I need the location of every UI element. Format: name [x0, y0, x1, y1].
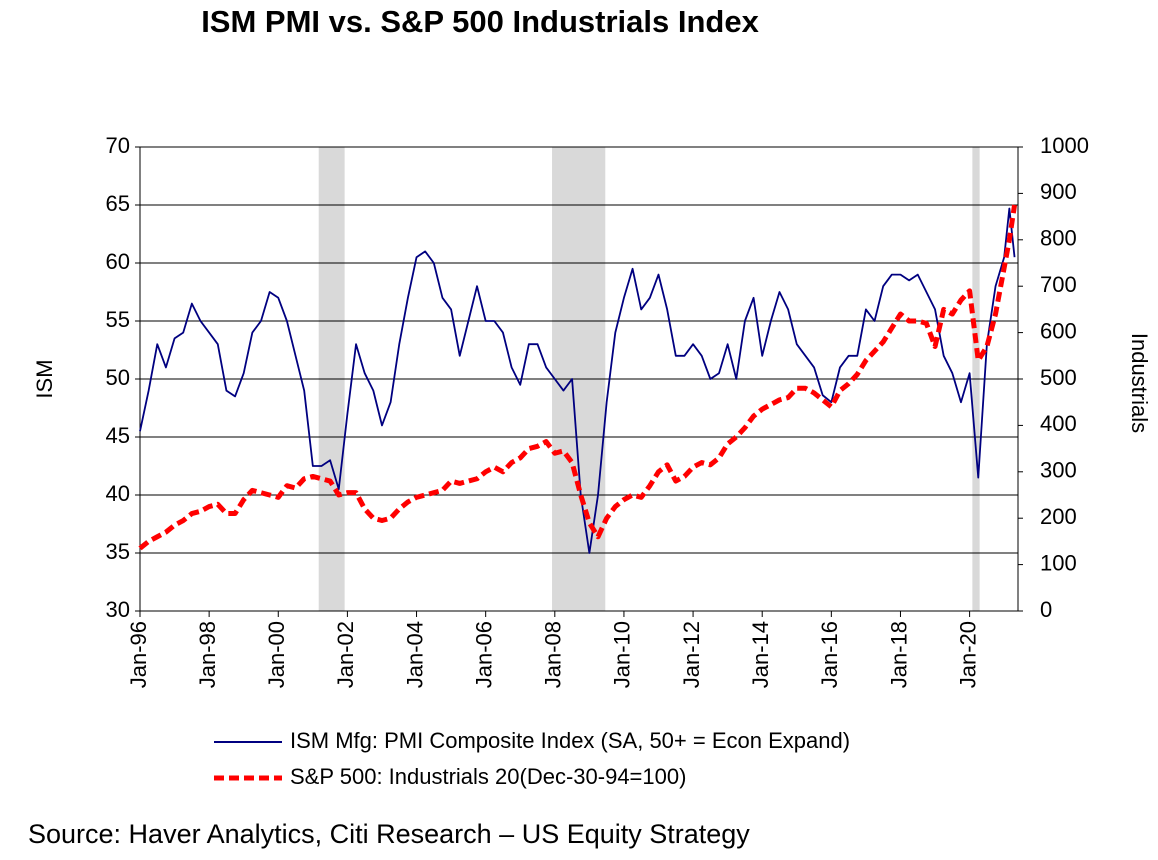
y-tick-label: 65 — [106, 191, 130, 216]
y-tick-label: 40 — [106, 481, 130, 506]
x-tick-label: Jan-02 — [333, 621, 358, 688]
x-tick-label: Jan-18 — [886, 621, 911, 688]
x-tick-label: Jan-16 — [817, 621, 842, 688]
x-tick-label: Jan-08 — [541, 621, 566, 688]
x-tick-label: Jan-98 — [195, 621, 220, 688]
legend-label: ISM Mfg: PMI Composite Index (SA, 50+ = … — [290, 728, 850, 753]
x-tick-label: Jan-96 — [126, 621, 151, 688]
x-tick-label: Jan-04 — [402, 621, 427, 688]
y2-tick-label: 700 — [1040, 272, 1077, 297]
series-line — [138, 204, 1018, 551]
x-tick-label: Jan-14 — [748, 621, 773, 688]
y2-tick-label: 900 — [1040, 179, 1077, 204]
y2-tick-label: 500 — [1040, 365, 1077, 390]
y-tick-label: 55 — [106, 307, 130, 332]
y2-axis-label: Industrials — [1127, 333, 1152, 433]
x-tick-label: Jan-20 — [955, 621, 980, 688]
y2-tick-label: 600 — [1040, 318, 1077, 343]
y2-tick-label: 800 — [1040, 226, 1077, 251]
y2-tick-label: 200 — [1040, 504, 1077, 529]
x-tick-label: Jan-10 — [610, 621, 635, 688]
y-tick-label: 30 — [106, 597, 130, 622]
y-axis-label: ISM — [32, 359, 57, 398]
y2-tick-label: 300 — [1040, 458, 1077, 483]
source-note: Source: Haver Analytics, Citi Research –… — [28, 819, 750, 849]
y-tick-label: 45 — [106, 423, 130, 448]
y-tick-label: 50 — [106, 365, 130, 390]
y-tick-label: 35 — [106, 539, 130, 564]
x-tick-label: Jan-06 — [471, 621, 496, 688]
y2-tick-label: 400 — [1040, 411, 1077, 436]
y2-tick-label: 100 — [1040, 550, 1077, 575]
series-line — [139, 207, 1016, 554]
chart-title: ISM PMI vs. S&P 500 Industrials Index — [201, 4, 759, 39]
legend-label: S&P 500: Industrials 20(Dec-30-94=100) — [290, 764, 686, 789]
y2-tick-label: 0 — [1040, 597, 1052, 622]
y-tick-label: 60 — [106, 249, 130, 274]
x-tick-label: Jan-00 — [264, 621, 289, 688]
y2-tick-label: 1000 — [1040, 133, 1089, 158]
y-tick-label: 70 — [106, 133, 130, 158]
x-tick-label: Jan-12 — [679, 621, 704, 688]
